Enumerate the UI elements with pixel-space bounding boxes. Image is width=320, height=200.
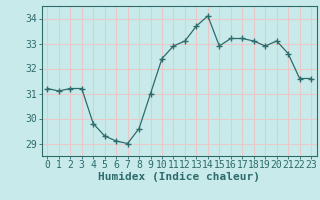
X-axis label: Humidex (Indice chaleur): Humidex (Indice chaleur) <box>98 172 260 182</box>
